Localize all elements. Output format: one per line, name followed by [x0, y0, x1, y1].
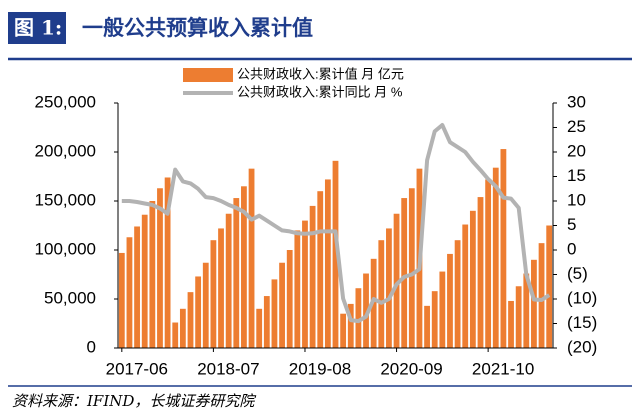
y-tick-label: 150,000 [35, 190, 96, 209]
bar [424, 305, 430, 348]
bar [454, 240, 461, 348]
x-tick-label: 2019-08 [289, 359, 351, 378]
y2-tick-label: 20 [567, 141, 586, 160]
chart-title: 一般公共预算收入累计值 [82, 16, 313, 40]
bar [271, 279, 278, 348]
y-tick-label: 0 [87, 337, 96, 356]
y2-tick-label: 15 [567, 166, 586, 185]
y-tick-label: 250,000 [35, 92, 96, 111]
bar [218, 228, 224, 348]
bar [355, 288, 362, 348]
x-tick-label: 2017-06 [106, 359, 168, 378]
bar [538, 243, 545, 348]
bar [363, 273, 369, 348]
y2-tick-label: (10) [567, 288, 597, 307]
bar [187, 292, 194, 348]
bar [515, 286, 522, 348]
x-tick-label: 2018-07 [197, 359, 259, 378]
bar [195, 276, 202, 348]
bar [172, 322, 179, 348]
bar [225, 213, 232, 348]
bar [263, 296, 270, 348]
bar [408, 188, 415, 348]
y-tick-label: 50,000 [44, 288, 96, 307]
bar [401, 198, 408, 348]
bar [531, 259, 537, 348]
bar [340, 313, 347, 348]
bar [462, 224, 469, 348]
bar [126, 237, 133, 348]
bar [324, 179, 331, 348]
bar [431, 291, 438, 348]
bar [118, 252, 125, 348]
bar [347, 303, 354, 348]
y2-tick-label: 25 [567, 117, 586, 136]
bar [241, 186, 247, 348]
x-tick-label: 2020-09 [380, 359, 442, 378]
bar [492, 167, 499, 348]
legend-label: 公共财政收入:累计值 月 亿元 [237, 66, 404, 81]
bar [469, 210, 476, 348]
source-note: 资料来源：IFIND，长城证券研究院 [12, 392, 256, 410]
bar [317, 191, 324, 348]
y-tick-label: 100,000 [35, 239, 96, 258]
y2-tick-label: 5 [567, 215, 576, 234]
bar [393, 213, 400, 348]
bar [386, 228, 392, 348]
x-tick-label: 2021-10 [472, 359, 534, 378]
bar [248, 168, 255, 348]
bar [500, 149, 507, 348]
legend-swatch [183, 68, 233, 82]
bar [332, 160, 339, 348]
bar [279, 262, 285, 348]
y2-tick-label: 0 [567, 239, 576, 258]
bar [477, 197, 484, 348]
bar [309, 205, 316, 348]
bar [202, 262, 209, 348]
bar [485, 179, 492, 348]
bar [157, 188, 163, 348]
y2-tick-label: (20) [567, 337, 597, 356]
bar [149, 201, 156, 348]
bar [134, 226, 140, 348]
bar [210, 240, 217, 348]
y2-tick-label: (15) [567, 313, 597, 332]
bar [233, 198, 240, 348]
y2-tick-label: 30 [567, 92, 586, 111]
bar [164, 177, 171, 348]
y2-tick-label: 10 [567, 190, 586, 209]
bar [256, 308, 263, 348]
line [121, 123, 551, 324]
bar [294, 230, 301, 348]
bar [286, 250, 293, 348]
bar [378, 240, 385, 348]
bar [439, 271, 446, 348]
y-tick-label: 200,000 [35, 141, 96, 160]
figure-label-box [8, 12, 66, 44]
bar [546, 225, 553, 348]
legend-label: 公共财政收入:累计同比 月 % [237, 84, 403, 99]
bar [302, 220, 308, 348]
y2-tick-label: (5) [567, 264, 588, 283]
bar [141, 214, 148, 348]
bar [523, 273, 530, 348]
bar [508, 300, 514, 348]
bar [447, 253, 453, 348]
figure-label: 图 1: [14, 16, 62, 40]
bar [179, 308, 186, 348]
